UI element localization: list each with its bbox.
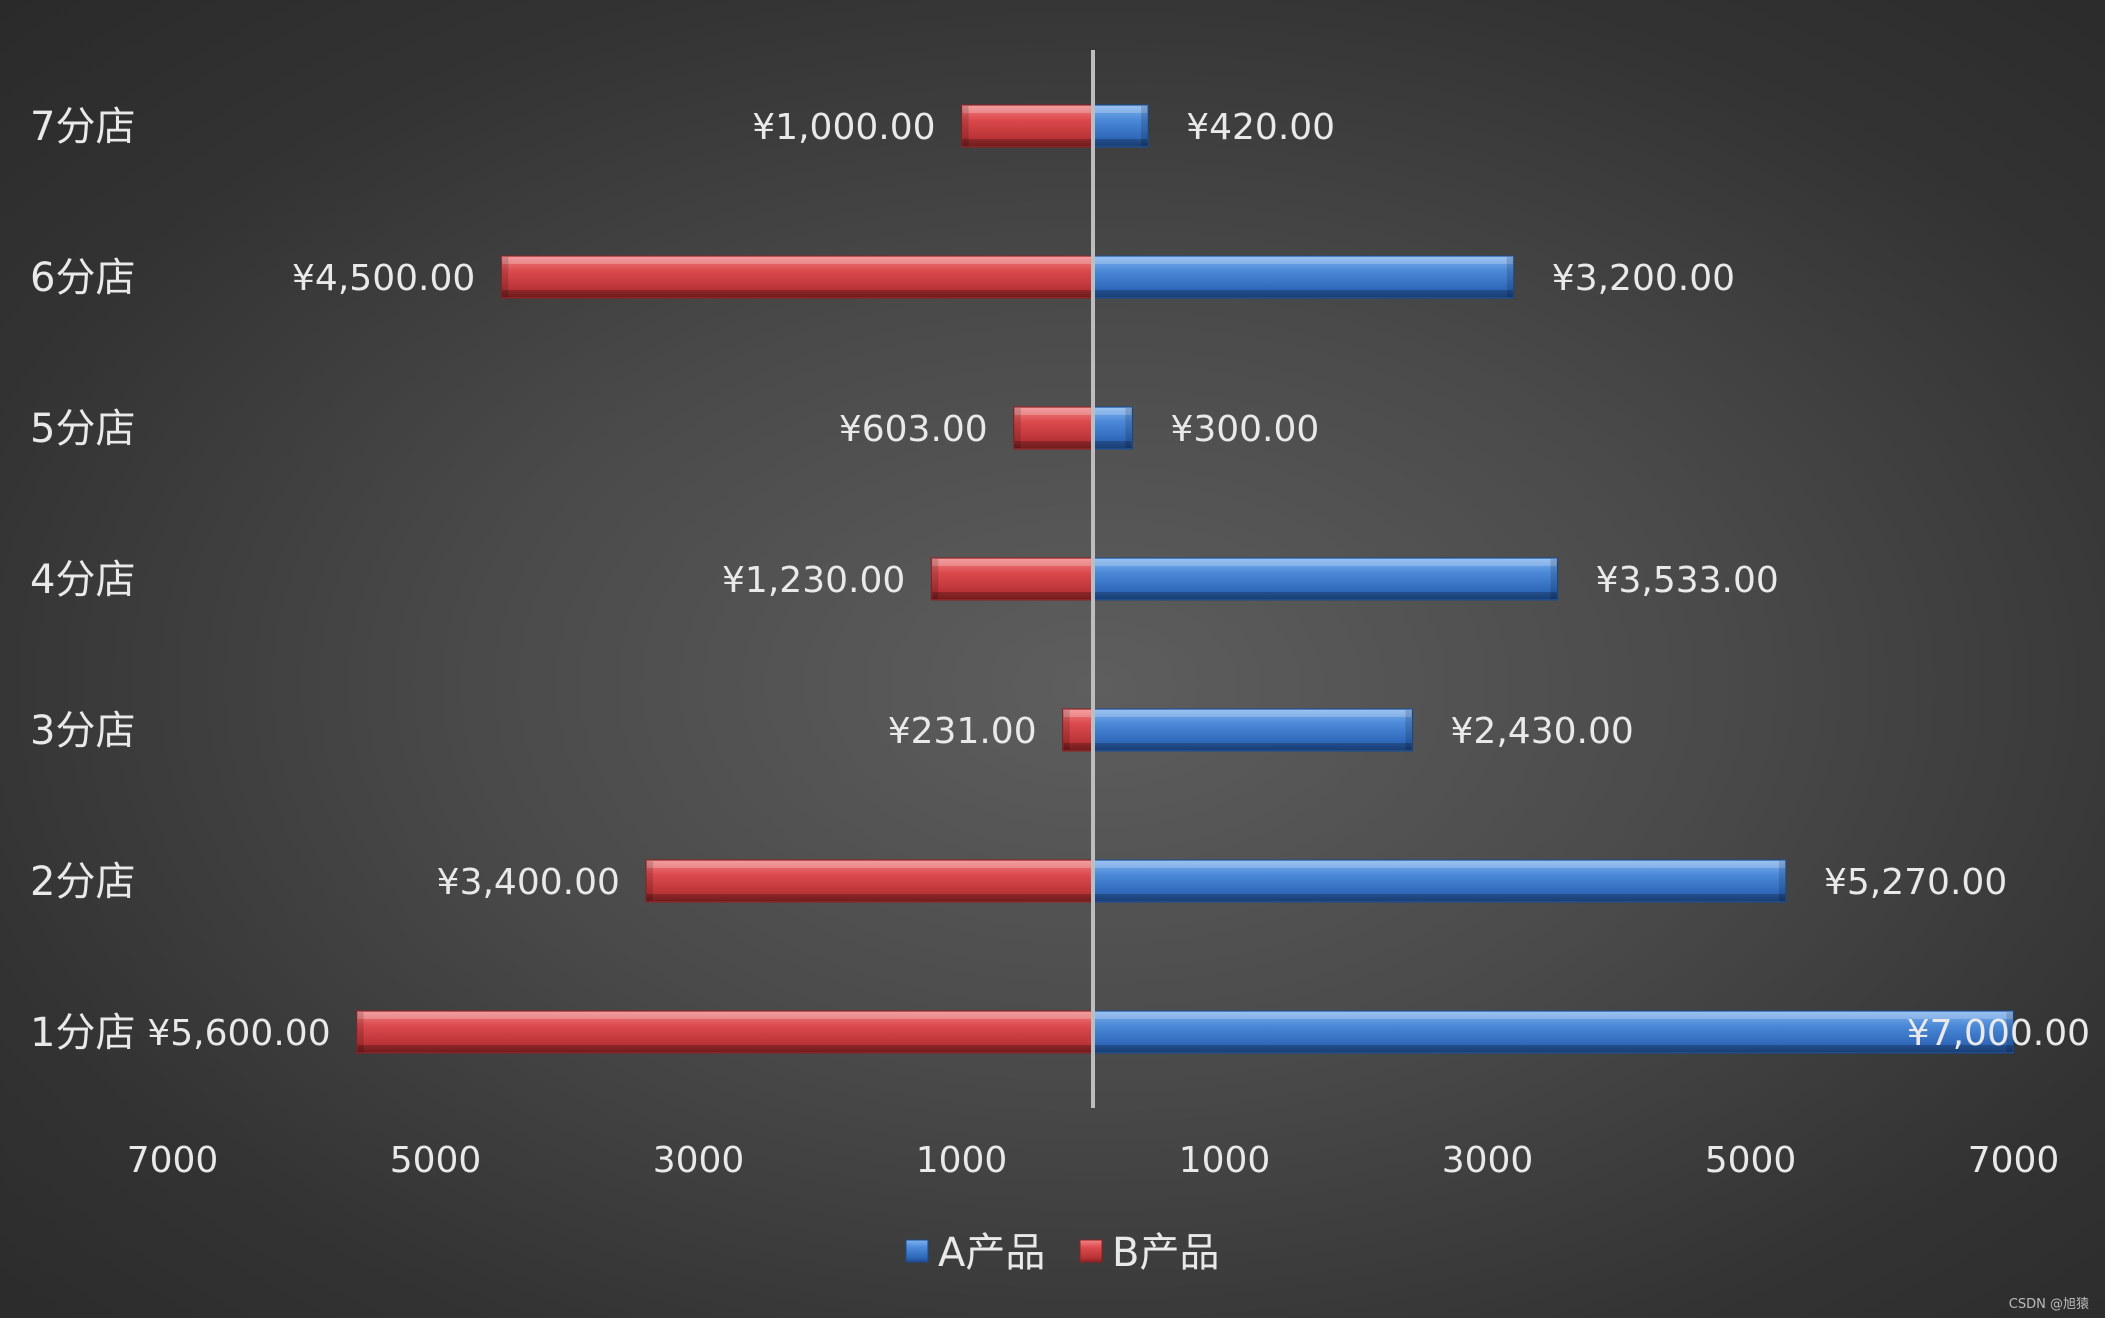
x-tick-label: 7000 [127,1140,219,1181]
value-label-b: ¥5,600.00 [147,1013,330,1054]
legend-label: A产品 [938,1230,1045,1276]
value-label-a: ¥7,000.00 [1907,1013,2090,1054]
legend-swatch [1079,1239,1103,1263]
legend-swatch [905,1239,929,1263]
bar-b-product[interactable] [1062,708,1094,752]
bar-a-product[interactable] [1092,1010,2014,1054]
x-tick-label: 1000 [916,1140,1008,1181]
value-label-a: ¥300.00 [1170,409,1319,450]
x-tick-label: 3000 [1442,1140,1534,1181]
bar-a-product[interactable] [1092,406,1133,450]
category-label: 4分店 [30,557,135,603]
bar-b-product[interactable] [356,1010,1094,1054]
bar-a-product[interactable] [1092,255,1515,299]
legend-item-b-product[interactable]: B产品 [1079,1230,1219,1276]
bar-b-product[interactable] [930,557,1094,601]
bar-a-product[interactable] [1092,859,1787,903]
bar-a-product[interactable] [1092,557,1559,601]
x-tick-label: 1000 [1179,1140,1271,1181]
value-label-a: ¥3,200.00 [1552,258,1735,299]
x-tick-label: 3000 [653,1140,745,1181]
value-label-a: ¥420.00 [1186,107,1335,148]
value-label-a: ¥5,270.00 [1824,862,2007,903]
bar-b-product[interactable] [645,859,1094,903]
value-label-b: ¥231.00 [888,711,1037,752]
category-label: 6分店 [30,255,135,301]
bars-layer [356,104,2014,1054]
category-label: 2分店 [30,859,135,905]
watermark: CSDN @旭猿 [2008,1297,2089,1312]
value-label-a: ¥3,533.00 [1596,560,1779,601]
value-label-b: ¥1,000.00 [752,107,935,148]
value-label-b: ¥3,400.00 [437,862,620,903]
legend-item-a-product[interactable]: A产品 [905,1230,1045,1276]
bar-b-product[interactable] [961,104,1094,148]
bar-b-product[interactable] [500,255,1094,299]
value-label-b: ¥4,500.00 [292,258,475,299]
legend-label: B产品 [1112,1230,1219,1276]
bar-b-product[interactable] [1013,406,1094,450]
category-label: 7分店 [30,104,135,150]
value-label-b: ¥1,230.00 [722,560,905,601]
x-tick-label: 7000 [1968,1140,2060,1181]
labels-layer: 7分店 6分店 5分店 4分店 3分店 2分店 1分店 ¥420.00 ¥3,200.00 ¥30… [30,104,2090,1181]
value-label-a: ¥2,430.00 [1451,711,1634,752]
category-label: 1分店 [30,1010,135,1056]
category-label: 5分店 [30,406,135,452]
legend[interactable]: A产品 B产品 [905,1230,1219,1276]
x-tick-label: 5000 [390,1140,482,1181]
category-label: 3分店 [30,708,135,754]
x-tick-label: 5000 [1705,1140,1797,1181]
value-label-b: ¥603.00 [839,409,988,450]
bar-a-product[interactable] [1092,708,1414,752]
bar-a-product[interactable] [1092,104,1149,148]
